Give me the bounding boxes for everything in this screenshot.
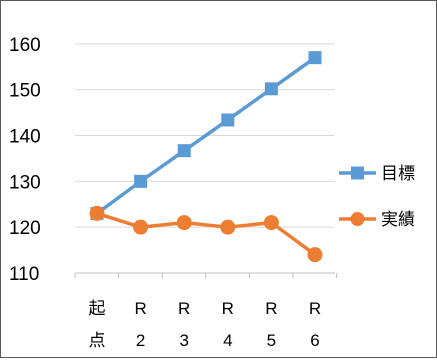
data-point xyxy=(177,144,191,158)
series xyxy=(89,51,323,263)
x-tick-label: 4 xyxy=(223,331,232,350)
x-tick-label: 5 xyxy=(267,331,276,350)
x-tick-label: 3 xyxy=(179,331,188,350)
data-point xyxy=(133,219,149,235)
data-point xyxy=(308,51,322,65)
x-tick-label: R xyxy=(178,299,190,318)
x-tick-label: R xyxy=(265,299,277,318)
y-tick-label: 110 xyxy=(9,264,39,285)
axes xyxy=(74,272,338,278)
x-tick-label: R xyxy=(309,299,321,318)
series-line xyxy=(96,211,317,257)
x-tick-labels: 起点 R 2 R 3 R 4 R 5 R 6 xyxy=(89,299,322,350)
data-point xyxy=(89,205,105,221)
data-point xyxy=(134,174,148,188)
data-point xyxy=(263,215,279,231)
y-tick-label: 130 xyxy=(9,172,41,193)
legend-label: 実績 xyxy=(381,210,415,229)
x-tick-label: 6 xyxy=(310,331,319,350)
y-tick-label: 150 xyxy=(9,81,41,102)
x-tick-label: R xyxy=(222,299,234,318)
series-line xyxy=(95,56,317,215)
data-point xyxy=(307,247,323,263)
legend-marker xyxy=(350,212,365,226)
x-tick-label: R xyxy=(134,299,146,318)
x-tick-label: 点 xyxy=(89,331,106,350)
y-tick-label: 160 xyxy=(9,35,41,56)
y-tick-labels: 110 120 130 140 150 160 xyxy=(9,35,41,285)
data-point xyxy=(220,219,236,235)
x-tick-label: 起 xyxy=(89,299,106,318)
y-tick-label: 120 xyxy=(9,218,41,239)
x-tick-label: 2 xyxy=(136,331,145,350)
legend-label: 目標 xyxy=(381,164,415,183)
y-tick-label: 140 xyxy=(9,127,41,148)
data-point xyxy=(176,215,192,231)
legend-marker xyxy=(351,166,364,180)
data-point xyxy=(221,113,235,127)
data-point xyxy=(264,82,278,96)
